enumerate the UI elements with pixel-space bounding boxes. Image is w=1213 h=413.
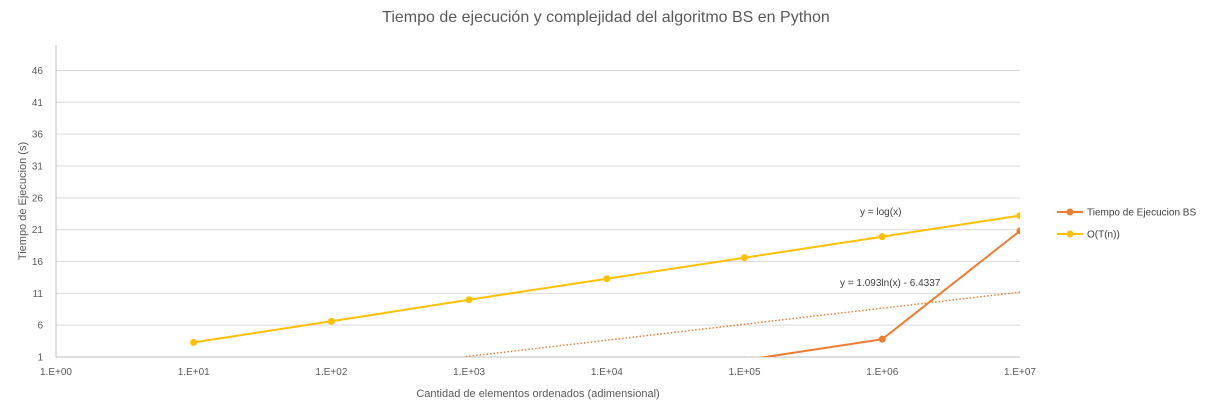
x-tick-label: 1.E+07 [1004, 367, 1036, 378]
data-point-0 [328, 360, 335, 367]
y-tick-label: 41 [32, 98, 44, 109]
series-1 [190, 212, 1020, 346]
data-point-0 [466, 360, 473, 367]
trendline-layer [465, 291, 1020, 357]
x-tick-label: 1.E+04 [591, 367, 623, 378]
series-layer [190, 212, 1020, 367]
data-point-1 [603, 275, 611, 283]
data-point-1 [741, 254, 749, 262]
legend-item-complexity: O(T(n)) [1057, 230, 1120, 241]
data-point-0 [743, 356, 747, 357]
series-0 [190, 227, 1020, 367]
legend-marker-tiempo [1066, 208, 1074, 216]
x-tick-label: 1.E+05 [729, 367, 761, 378]
grid-lines [56, 69, 1020, 326]
y-tick-label: 21 [32, 225, 44, 236]
legend-item-tiempo: Tiempo de Ejecucion BS [1057, 208, 1196, 219]
y-tick-label: 31 [32, 161, 44, 172]
y-tick-label: 1 [37, 353, 43, 364]
x-tick-label: 1.E+03 [453, 367, 485, 378]
annotation-layer: y = log(x) y = 1.093ln(x) - 6.4337 [840, 207, 941, 289]
x-tick-label: 1.E+00 [40, 367, 72, 378]
x-tick-label: 1.E+01 [178, 367, 210, 378]
data-point-1 [465, 296, 473, 304]
y-tick-label: 36 [32, 130, 44, 141]
y-tick-label: 26 [32, 193, 44, 204]
x-tick-label: 1.E+02 [315, 367, 347, 378]
data-point-0 [190, 360, 197, 367]
legend-label-complexity: O(T(n)) [1087, 230, 1120, 241]
data-point-1 [1016, 212, 1020, 220]
y-tick-label: 16 [32, 257, 44, 268]
data-point-0 [878, 335, 886, 343]
x-axis-label: Cantidad de elementos ordenados (adimens… [416, 388, 659, 400]
x-tick-label: 1.E+06 [866, 367, 898, 378]
y-tick-label: 11 [33, 289, 44, 300]
data-point-1 [190, 338, 198, 346]
y-tick-label: 46 [32, 66, 44, 77]
annotation-trendline-equation: y = 1.093ln(x) - 6.4337 [840, 278, 941, 289]
legend-label-tiempo: Tiempo de Ejecucion BS [1087, 208, 1196, 219]
data-point-0 [603, 360, 610, 367]
annotation-log: y = log(x) [860, 207, 901, 218]
data-point-1 [878, 233, 886, 241]
chart-title: Tiempo de ejecución y complejidad del al… [382, 9, 830, 26]
legend: Tiempo de Ejecucion BS O(T(n)) [1057, 208, 1196, 241]
data-point-0 [1016, 227, 1020, 235]
y-axis-label: Tiempo de Ejecucion (s) [17, 142, 29, 260]
y-tick-label: 6 [37, 321, 43, 332]
trendline [465, 291, 1020, 357]
legend-marker-complexity [1066, 230, 1074, 238]
series-line-0 [758, 230, 1020, 357]
data-point-1 [327, 317, 335, 325]
